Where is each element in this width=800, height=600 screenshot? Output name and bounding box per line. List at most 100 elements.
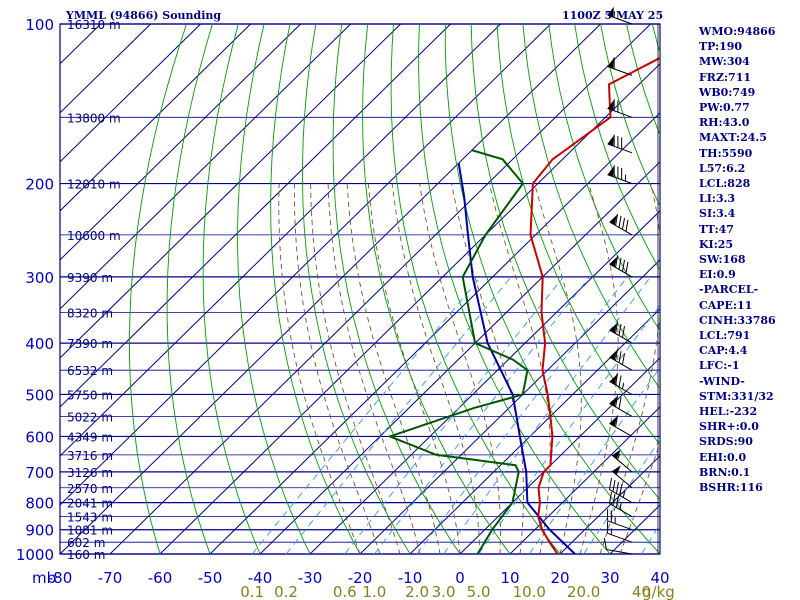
station-title: YMML (94866) Sounding: [66, 9, 222, 22]
index-item: FRZ:711: [699, 70, 752, 84]
height-label: 1081 m: [67, 524, 113, 538]
index-item: SRDS:90: [699, 435, 753, 449]
stability-indices: WMO:94866 TP:190 MW:304 FRZ:711 WB0:749 PW:0.…: [699, 24, 776, 495]
index-item: MW:304: [699, 55, 750, 69]
index-item: EHI:0.0: [699, 450, 747, 464]
isotherm-line: [60, 24, 351, 310]
moist-adiabat-line: [346, 183, 441, 554]
isotherm-line: [60, 24, 201, 163]
pressure-tick-label: 400: [25, 335, 54, 353]
moist-adiabat-line: [293, 183, 381, 554]
index-item: CINH:33786: [699, 313, 776, 327]
height-label: 2570 m: [67, 482, 113, 496]
dry-adiabat-line: [548, 24, 660, 332]
temperature-tick-label: 30: [600, 569, 619, 587]
index-item: -WIND-: [699, 374, 745, 388]
index-item: WMO:94866: [699, 25, 776, 38]
moist-adiabat-line: [488, 183, 551, 554]
mixing-ratio-label: 5.0: [467, 583, 491, 600]
mixing-ratio-label: 0.1: [240, 583, 264, 600]
dry-adiabat-line: [332, 24, 461, 554]
index-item: RH:43.0: [699, 116, 750, 130]
index-item: CAPE:11: [699, 298, 753, 312]
index-item: SI:3.4: [699, 207, 736, 221]
wind-barb: [607, 57, 633, 76]
index-item: L57:6.2: [699, 161, 746, 175]
height-label: 9390 m: [67, 271, 113, 285]
mixing-ratio-label: 2.0: [405, 583, 429, 600]
isobar-grid: [59, 23, 661, 555]
index-item: STM:331/32: [699, 389, 774, 403]
moist-adiabat-line: [367, 183, 461, 554]
mixing-ratio-line: [344, 276, 564, 554]
wind-barb: [607, 134, 633, 154]
dry-adiabat-line: [496, 24, 660, 446]
wind-barb: [609, 395, 633, 417]
wind-barb-column: [603, 6, 659, 555]
height-label: 2041 m: [67, 497, 113, 511]
dry-adiabat-line: [302, 24, 411, 554]
dry-adiabat-line: [626, 24, 660, 137]
index-item: TH:5590: [699, 146, 753, 160]
height-grid: [60, 116, 660, 543]
isotherm-line: [60, 24, 501, 457]
height-label: 3716 m: [67, 449, 113, 463]
moist-adiabats: [278, 183, 660, 554]
mixing-ratio-label: 20.0: [567, 583, 600, 600]
height-label: 8320 m: [67, 306, 113, 320]
temperature-tick-label: 10: [500, 569, 519, 587]
isotherm-line: [259, 161, 660, 554]
dry-adiabat-line: [782, 24, 800, 565]
index-item: HEL:-232: [699, 405, 758, 419]
height-labels: 16310 m 13800 m 12010 m 10600 m 9390 m 8320 m…: [67, 18, 121, 562]
mixing-ratio-line: [416, 276, 628, 554]
isotherm-line: [409, 308, 660, 554]
index-item: TP:190: [699, 40, 743, 54]
isotherm-line: [60, 24, 301, 261]
temperature-tick-label: -60: [148, 569, 173, 587]
isotherm-line: [60, 24, 601, 554]
pressure-unit-label: mb: [32, 569, 56, 587]
mixing-ratio-label: 0.2: [274, 583, 298, 600]
wind-barb: [609, 373, 633, 395]
height-label: 10600 m: [67, 229, 121, 243]
parcel-path-line: [457, 162, 576, 554]
dry-adiabat-line: [444, 24, 660, 554]
temperature-tick-label: 20: [550, 569, 569, 587]
height-label: 3126 m: [67, 466, 113, 480]
index-item: LI:3.3: [699, 192, 736, 206]
pressure-tick-labels: 100 200 300 400 500 600 700 800 900 1000: [16, 16, 54, 564]
index-item: KI:25: [699, 237, 734, 251]
wind-barb: [609, 213, 633, 236]
wind-barb: [611, 449, 633, 473]
height-label: 16310 m: [67, 18, 121, 32]
index-item: EI:0.9: [699, 268, 736, 282]
pressure-tick-label: 500: [25, 386, 54, 404]
pressure-tick-label: 200: [25, 176, 54, 194]
height-label: 4349 m: [67, 430, 113, 444]
moist-adiabat-line: [419, 183, 501, 554]
wind-barb: [608, 477, 633, 504]
isotherm-line: [559, 455, 660, 554]
index-item: MAXT:24.5: [699, 131, 767, 145]
height-label: 13800 m: [67, 111, 121, 125]
index-item: -PARCEL-: [699, 283, 759, 297]
mixing-ratio-line: [528, 366, 660, 554]
isotherm-line: [60, 24, 551, 506]
index-item: LFC:-1: [699, 359, 740, 373]
wind-barb: [609, 349, 633, 371]
wind-barb: [609, 255, 633, 278]
dry-adiabats: [128, 24, 800, 565]
mixing-ratio-line: [251, 276, 482, 554]
isotherm-grid: [60, 24, 660, 554]
wind-barb: [607, 165, 633, 184]
wind-barb: [603, 537, 633, 555]
pressure-tick-label: 800: [25, 495, 54, 513]
dry-adiabat-line: [470, 24, 660, 501]
isotherm-line: [309, 210, 660, 554]
mixing-ratio-label: 10.0: [513, 583, 546, 600]
dry-adiabat-line: [390, 24, 561, 554]
mixing-ratio-label: 0.6: [333, 583, 357, 600]
mixing-ratio-line: [443, 276, 651, 554]
